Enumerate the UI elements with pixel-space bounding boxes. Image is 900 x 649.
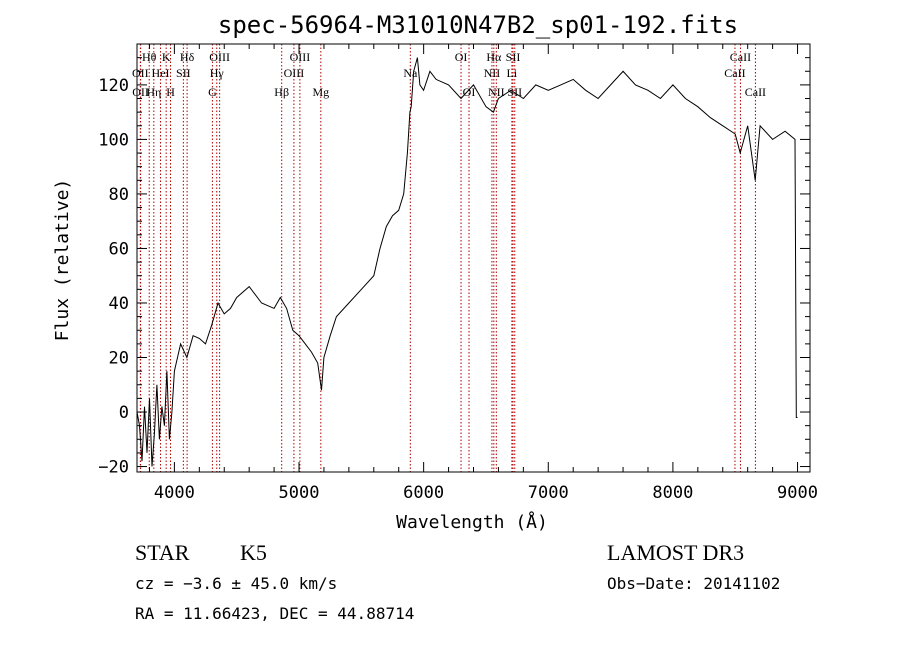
y-tick-label: −20 bbox=[98, 458, 129, 478]
spectral-line-label: Na bbox=[403, 66, 418, 80]
spectral-line-label: OII bbox=[132, 85, 149, 99]
spectral-line-label: Hβ bbox=[274, 85, 289, 99]
spectral-line-label: Hθ bbox=[142, 50, 157, 64]
y-tick-label: 120 bbox=[98, 76, 129, 96]
y-axis: −20 0 20 40 60 80 100 120 bbox=[98, 57, 810, 478]
y-tick-label: 60 bbox=[109, 239, 129, 259]
spectral-line-label: OIII bbox=[290, 50, 311, 64]
spectral-line-label: Hη bbox=[146, 85, 161, 99]
survey-label: LAMOST DR3 bbox=[607, 540, 744, 565]
spectral-line-label: CaII bbox=[745, 85, 766, 99]
y-tick-label: 40 bbox=[109, 294, 129, 314]
spectral-line-label: Hα bbox=[486, 50, 502, 64]
x-tick-label: 5000 bbox=[279, 483, 320, 503]
spectral-line-label: SII bbox=[507, 85, 522, 99]
spectral-line-label: Li bbox=[507, 66, 518, 80]
y-tick-label: 20 bbox=[109, 349, 129, 369]
x-tick-label: 9000 bbox=[777, 483, 818, 503]
x-tick-label: 7000 bbox=[528, 483, 569, 503]
spectral-line-label: NII bbox=[488, 85, 505, 99]
spectral-line-label: K bbox=[162, 50, 171, 64]
object-class: STAR bbox=[135, 540, 190, 565]
y-tick-label: 100 bbox=[98, 130, 129, 150]
x-axis: 4000 5000 6000 7000 8000 9000 bbox=[148, 44, 818, 503]
spectral-line-markers bbox=[139, 44, 756, 472]
spectral-line-label: OI bbox=[463, 85, 476, 99]
spectral-line-label: CaII bbox=[730, 50, 751, 64]
spectral-line-label: OII bbox=[132, 66, 149, 80]
spectral-line-label: SII bbox=[506, 50, 521, 64]
spectral-line-label: Hγ bbox=[210, 66, 225, 80]
spectral-line-label: OIII bbox=[284, 66, 305, 80]
spectral-line-label: HeI bbox=[152, 66, 170, 80]
y-axis-label: Flux (relative) bbox=[52, 179, 73, 342]
object-subclass: K5 bbox=[240, 540, 267, 565]
spectral-line-label: NII bbox=[484, 66, 501, 80]
spectral-line-label: Hδ bbox=[180, 50, 195, 64]
spectral-line-label: Mg bbox=[312, 85, 329, 99]
chart-title: spec-56964-M31010N47B2_sp01-192.fits bbox=[218, 11, 738, 39]
spectral-line-label: CaII bbox=[724, 66, 745, 80]
redshift-cz: cz = −3.6 ± 45.0 km/s bbox=[135, 574, 337, 593]
observation-date: Obs−Date: 20141102 bbox=[607, 574, 780, 593]
spectral-line-label: OIII bbox=[209, 50, 230, 64]
y-tick-label: 80 bbox=[109, 185, 129, 205]
plot-frame bbox=[136, 43, 811, 473]
x-tick-label: 8000 bbox=[652, 483, 693, 503]
x-tick-label: 6000 bbox=[403, 483, 444, 503]
spectral-line-label: OI bbox=[455, 50, 468, 64]
spectral-line-label: H bbox=[166, 85, 175, 99]
x-axis-label: Wavelength (Å) bbox=[396, 511, 548, 533]
y-tick-label: 0 bbox=[119, 403, 129, 423]
coordinates: RA = 11.66423, DEC = 44.88714 bbox=[135, 604, 414, 623]
spectral-line-label: G bbox=[208, 85, 217, 99]
flux-series-line bbox=[136, 57, 798, 467]
spectral-line-label: SII bbox=[176, 66, 191, 80]
x-tick-label: 4000 bbox=[154, 483, 195, 503]
